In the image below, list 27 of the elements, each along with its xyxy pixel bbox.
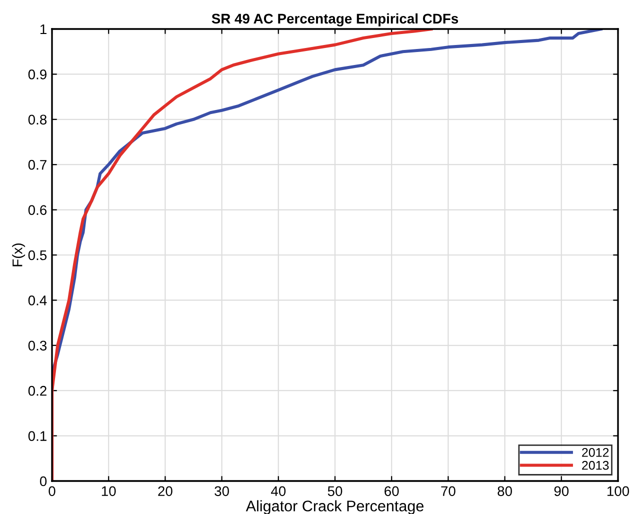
- x-tick-label: 50: [328, 486, 342, 496]
- x-tick-label: 20: [158, 486, 172, 496]
- legend-label: 2012: [582, 448, 609, 457]
- y-tick-label: 1: [40, 24, 46, 34]
- y-tick-label: 0.2: [28, 386, 46, 396]
- x-tick-label: 10: [102, 486, 116, 496]
- y-tick-label: 0.9: [28, 70, 46, 80]
- x-tick-label: 40: [270, 486, 286, 496]
- x-tick-label: 90: [554, 486, 569, 496]
- x-tick-label: 100: [607, 486, 630, 496]
- legend-label: 2013: [582, 460, 609, 470]
- x-tick-label: 70: [441, 486, 456, 496]
- x-tick-label: 60: [384, 486, 399, 496]
- x-tick-label: 80: [498, 486, 512, 496]
- y-tick-label: 0.1: [28, 431, 46, 441]
- y-tick-label: 0.4: [28, 296, 47, 306]
- y-tick-label: 0.3: [28, 340, 47, 351]
- y-tick-label: 0.5: [28, 250, 47, 260]
- x-tick-label: 30: [214, 486, 229, 496]
- y-tick-label: 0: [40, 476, 47, 486]
- y-tick-label: 0.7: [28, 160, 46, 170]
- x-axis-title: Aligator Crack Percentage: [246, 500, 424, 514]
- y-axis-title: F(x): [12, 244, 26, 266]
- y-tick-label: 0.8: [28, 114, 47, 125]
- y-tick-label: 0.6: [28, 205, 47, 215]
- chart-title: SR 49 AC Percentage Empirical CDFs: [212, 13, 458, 26]
- x-tick-label: 0: [48, 486, 56, 496]
